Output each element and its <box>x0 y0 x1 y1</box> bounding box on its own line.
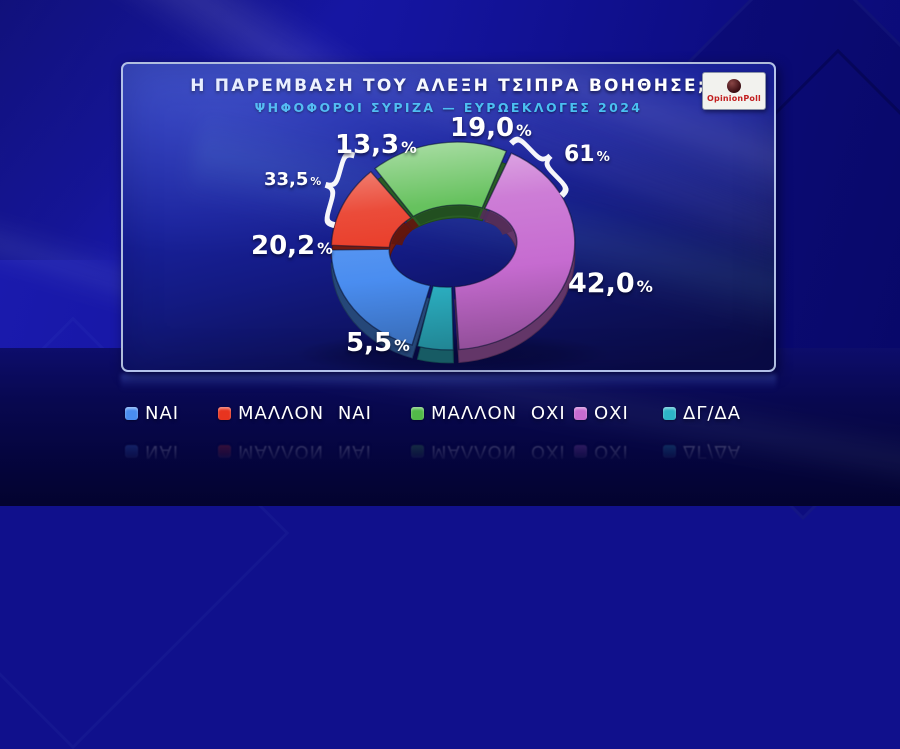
legend-reflection: ΝΑΙ ΜΑΛΛΟΝ ΝΑΙ ΜΑΛΛΟΝ ΟΧΙ ΟΧΙ ΔΓ/ΔΑ <box>0 436 900 464</box>
light-beam <box>123 64 774 333</box>
value-label-nai: 20,2% <box>251 231 333 261</box>
panel-reflection-glow <box>121 374 776 390</box>
opinionpoll-logo-icon <box>727 79 741 93</box>
total-label-no: 61% <box>564 142 610 167</box>
opinionpoll-logo: OpinionPoll <box>702 72 766 110</box>
value-label-mallon-nai: 13,3% <box>335 130 417 160</box>
poll-subtitle: ΨΗΦΟΦΟΡΟΙ ΣΥΡΙΖΑ — ΕΥΡΩΕΚΛΟΓΕΣ 2024 <box>254 100 643 115</box>
total-label-yes: 33,5% <box>264 169 322 190</box>
value-label-mallon-oxi: 19,0% <box>450 113 532 143</box>
value-label-dg-da: 5,5% <box>346 328 410 358</box>
opinionpoll-logo-text: OpinionPoll <box>707 94 761 103</box>
value-label-oxi: 42,0% <box>568 268 653 299</box>
panel-header: Η ΠΑΡΕΜΒΑΣΗ ΤΟΥ ΑΛΕΞΗ ΤΣΙΠΡΑ ΒΟΗΘΗΣΕ; ΨΗ… <box>123 76 774 115</box>
poll-title: Η ΠΑΡΕΜΒΑΣΗ ΤΟΥ ΑΛΕΞΗ ΤΣΙΠΡΑ ΒΟΗΘΗΣΕ; <box>190 76 707 96</box>
poll-panel: Η ΠΑΡΕΜΒΑΣΗ ΤΟΥ ΑΛΕΞΗ ΤΣΙΠΡΑ ΒΟΗΘΗΣΕ; ΨΗ… <box>121 62 776 372</box>
light-beam <box>123 64 774 258</box>
